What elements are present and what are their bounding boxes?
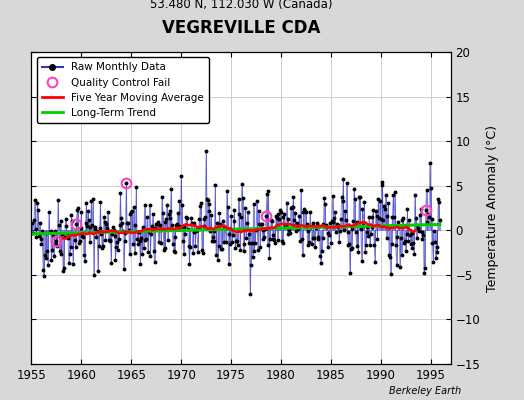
Title: VEGREVILLE CDA: VEGREVILLE CDA — [162, 18, 320, 36]
Text: 53.480 N, 112.030 W (Canada): 53.480 N, 112.030 W (Canada) — [150, 0, 332, 12]
Legend: Raw Monthly Data, Quality Control Fail, Five Year Moving Average, Long-Term Tren: Raw Monthly Data, Quality Control Fail, … — [37, 57, 209, 123]
Text: Berkeley Earth: Berkeley Earth — [389, 386, 461, 396]
Y-axis label: Temperature Anomaly (°C): Temperature Anomaly (°C) — [486, 124, 499, 292]
